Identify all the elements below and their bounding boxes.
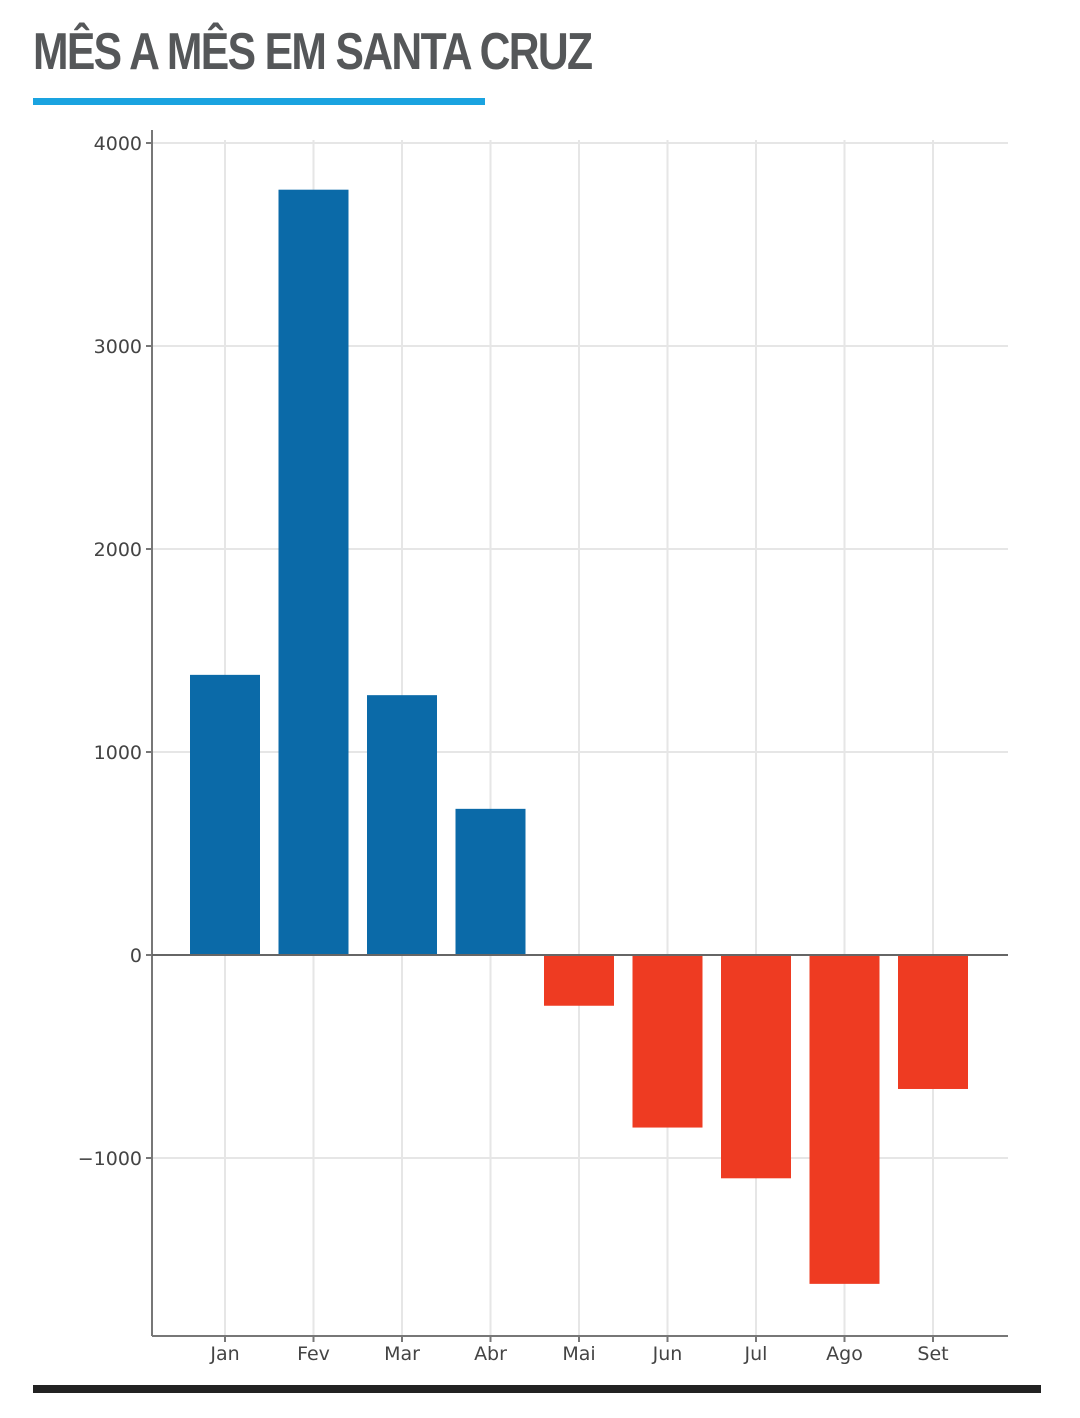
bar-jul	[721, 955, 791, 1179]
y-tick-label: 0	[130, 945, 142, 967]
bar-abr	[455, 808, 526, 955]
axes	[146, 130, 1008, 1342]
y-tick-label: 1000	[94, 742, 142, 764]
bar-ago	[809, 955, 880, 1284]
bar-fev	[278, 189, 349, 955]
bar-jun	[632, 955, 703, 1128]
x-tick-label-set: Set	[917, 1343, 948, 1365]
grid-lines	[152, 140, 1008, 1336]
bars	[190, 189, 968, 1284]
x-tick-label-jul: Jul	[744, 1343, 768, 1365]
x-tick-label-mar: Mar	[384, 1343, 420, 1365]
bar-jan	[190, 674, 260, 955]
x-tick-label-mai: Mai	[562, 1343, 595, 1365]
title-underline	[33, 98, 485, 105]
x-tick-label-jan: Jan	[209, 1343, 239, 1365]
y-tick-label: 4000	[94, 133, 142, 155]
y-tick-label: −1000	[78, 1148, 142, 1170]
x-tick-label-ago: Ago	[826, 1343, 863, 1365]
y-tick-label: 2000	[94, 539, 142, 561]
x-tick-label-abr: Abr	[474, 1343, 507, 1365]
x-tick-label-fev: Fev	[297, 1343, 330, 1365]
y-tick-label: 3000	[94, 336, 142, 358]
bar-mai	[544, 955, 614, 1006]
page-title: MÊS A MÊS EM SANTA CRUZ	[33, 23, 593, 81]
bar-mar	[367, 695, 437, 955]
tick-labels: 4000 3000 2000 1000 0 −1000 Jan Fev Mar Abr Mai Jun…	[78, 133, 949, 1365]
bottom-rule	[33, 1385, 1041, 1393]
x-tick-label-jun: Jun	[652, 1343, 683, 1365]
bar-set	[898, 955, 968, 1089]
